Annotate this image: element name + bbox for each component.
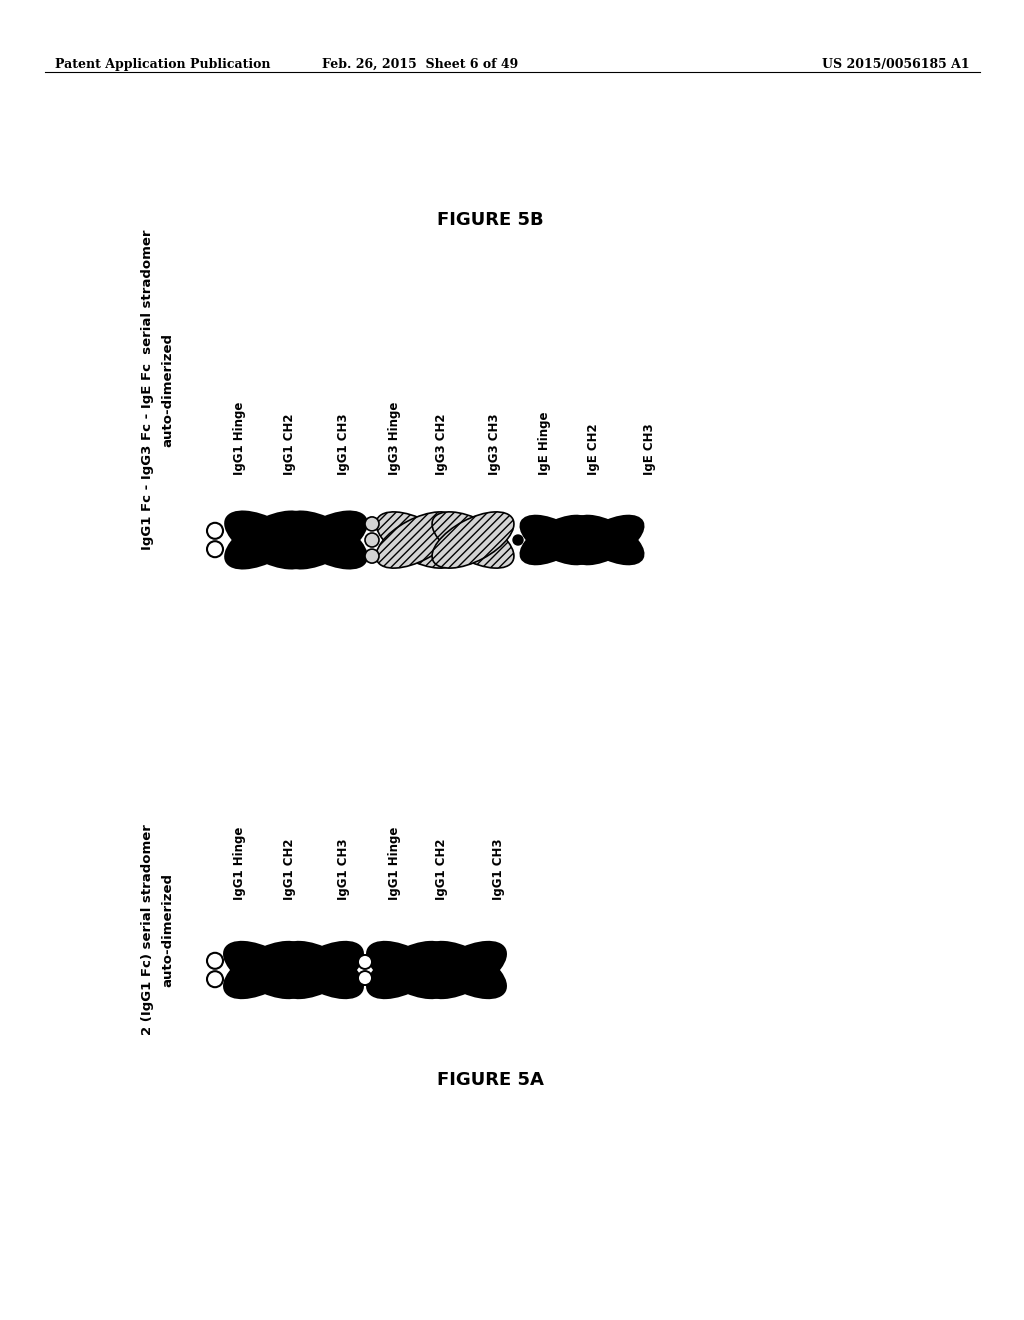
Ellipse shape (520, 516, 592, 564)
Text: FIGURE 5B: FIGURE 5B (436, 211, 544, 228)
Text: IgG1 CH3: IgG1 CH3 (492, 838, 505, 900)
Ellipse shape (225, 512, 309, 569)
Text: Patent Application Publication: Patent Application Publication (55, 58, 270, 71)
Text: FIGURE 5A: FIGURE 5A (436, 1071, 544, 1089)
Text: IgG1 Hinge: IgG1 Hinge (388, 826, 401, 900)
Ellipse shape (281, 942, 362, 998)
Ellipse shape (284, 512, 367, 569)
Circle shape (365, 533, 379, 546)
Ellipse shape (376, 512, 458, 568)
Text: IgG1 CH3: IgG1 CH3 (337, 413, 350, 475)
Circle shape (207, 541, 223, 557)
Ellipse shape (572, 516, 643, 564)
Ellipse shape (424, 942, 506, 998)
Text: IgG1 Hinge: IgG1 Hinge (233, 826, 246, 900)
Text: IgG3 CH2: IgG3 CH2 (435, 413, 449, 475)
Text: IgE CH2: IgE CH2 (587, 424, 600, 475)
Text: US 2015/0056185 A1: US 2015/0056185 A1 (822, 58, 970, 71)
Text: IgG1 CH2: IgG1 CH2 (435, 838, 449, 900)
Text: IgG3 Hinge: IgG3 Hinge (388, 401, 401, 475)
Circle shape (358, 972, 372, 985)
Circle shape (207, 953, 223, 969)
Text: IgE Hinge: IgE Hinge (538, 412, 551, 475)
Text: IgE CH3: IgE CH3 (643, 424, 656, 475)
Text: Feb. 26, 2015  Sheet 6 of 49: Feb. 26, 2015 Sheet 6 of 49 (322, 58, 518, 71)
Circle shape (207, 523, 223, 539)
Circle shape (207, 972, 223, 987)
Circle shape (365, 549, 379, 564)
Ellipse shape (284, 512, 367, 569)
Text: IgG1 Fc - IgG3 Fc - IgE Fc  serial stradomer: IgG1 Fc - IgG3 Fc - IgE Fc serial strado… (141, 230, 155, 550)
Ellipse shape (432, 512, 514, 568)
Text: IgG1 CH3: IgG1 CH3 (337, 838, 350, 900)
Ellipse shape (572, 516, 643, 564)
Circle shape (358, 954, 372, 969)
Ellipse shape (367, 942, 449, 998)
Ellipse shape (376, 512, 458, 568)
Ellipse shape (520, 516, 592, 564)
Text: IgG1 CH2: IgG1 CH2 (283, 413, 296, 475)
Text: auto-dimerized: auto-dimerized (162, 873, 174, 987)
Ellipse shape (367, 942, 449, 998)
Ellipse shape (225, 512, 309, 569)
Ellipse shape (224, 942, 306, 998)
Text: IgG1 CH2: IgG1 CH2 (283, 838, 296, 900)
Ellipse shape (224, 942, 306, 998)
Text: 2 (IgG1 Fc) serial stradomer: 2 (IgG1 Fc) serial stradomer (141, 825, 155, 1035)
Circle shape (513, 535, 523, 545)
Ellipse shape (432, 512, 514, 568)
Text: auto-dimerized: auto-dimerized (162, 333, 174, 447)
Circle shape (365, 517, 379, 531)
Ellipse shape (281, 942, 362, 998)
Text: IgG1 Hinge: IgG1 Hinge (233, 401, 246, 475)
Text: IgG3 CH3: IgG3 CH3 (488, 413, 501, 475)
Ellipse shape (424, 942, 506, 998)
